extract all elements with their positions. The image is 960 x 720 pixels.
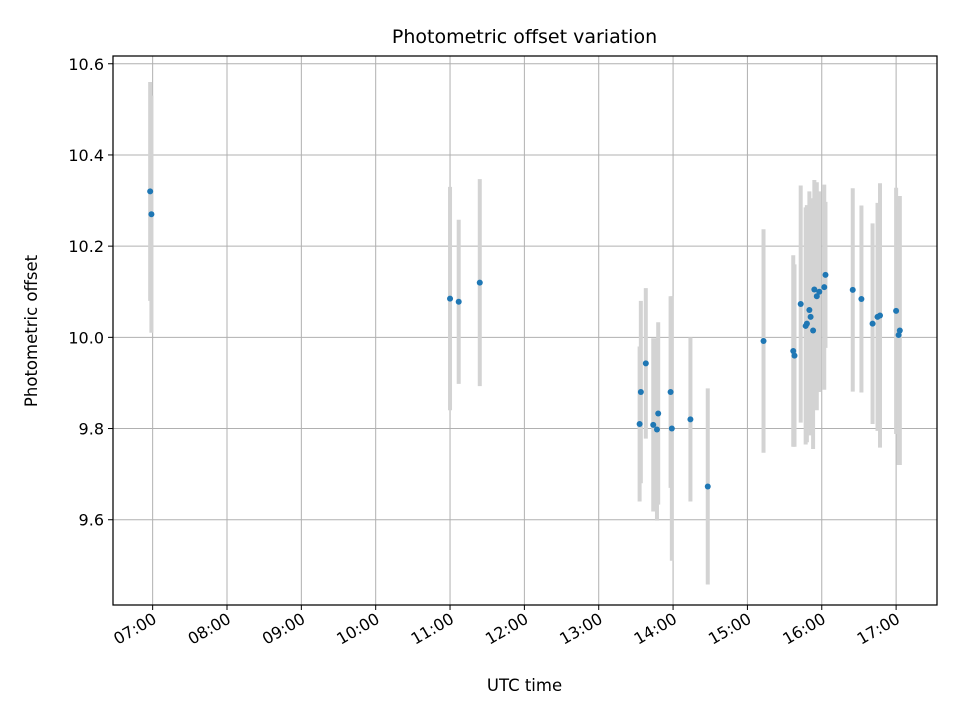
data-point xyxy=(704,483,711,490)
data-point xyxy=(687,416,694,423)
data-point xyxy=(667,389,674,396)
data-point xyxy=(636,420,643,427)
data-point xyxy=(806,306,813,313)
data-point xyxy=(760,337,767,344)
data-point xyxy=(653,426,660,433)
chart-title: Photometric offset variation xyxy=(392,26,657,48)
y-axis-ticks: 9.6 9.8 10.0 10.2 10.4 10.6 xyxy=(68,55,113,530)
y-tick-label: 10.2 xyxy=(68,237,104,256)
data-point xyxy=(637,389,644,396)
y-tick-label: 9.8 xyxy=(79,420,104,439)
data-point xyxy=(821,284,828,291)
data-point xyxy=(858,296,865,303)
y-tick-label: 10.4 xyxy=(68,146,104,165)
data-point xyxy=(147,188,154,195)
plot-frame xyxy=(112,55,938,606)
data-point xyxy=(791,352,798,359)
data-point xyxy=(476,279,483,286)
data-point xyxy=(642,360,649,367)
data-point xyxy=(893,307,900,314)
data-points xyxy=(147,188,903,490)
data-point xyxy=(869,320,876,327)
data-point xyxy=(811,286,818,293)
data-point xyxy=(655,410,662,417)
data-point xyxy=(810,327,817,334)
data-point xyxy=(447,295,454,302)
y-tick-label: 9.6 xyxy=(79,511,104,530)
y-tick-label: 10.6 xyxy=(68,55,104,74)
data-point xyxy=(877,312,884,319)
data-point xyxy=(813,293,820,300)
data-point xyxy=(895,332,902,339)
data-point xyxy=(148,211,155,218)
x-axis-label: UTC time xyxy=(487,676,562,695)
data-point xyxy=(896,327,903,334)
data-point xyxy=(816,288,823,295)
data-point xyxy=(807,313,814,320)
y-axis-label: Photometric offset xyxy=(22,254,41,407)
y-tick-label: 10.0 xyxy=(68,328,104,347)
data-point xyxy=(803,320,810,327)
data-point xyxy=(822,271,829,278)
data-point xyxy=(650,421,657,428)
data-point xyxy=(668,425,675,432)
data-point xyxy=(797,301,804,308)
data-point xyxy=(849,286,856,293)
data-point xyxy=(455,298,462,305)
data-point xyxy=(790,348,797,355)
